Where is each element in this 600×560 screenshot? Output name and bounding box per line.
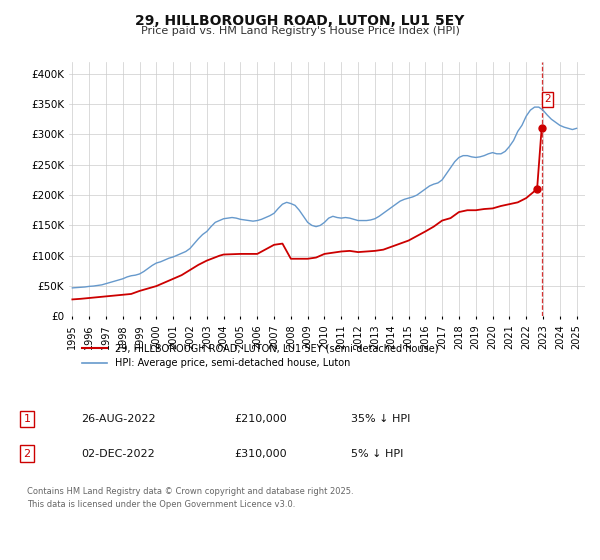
Text: £210,000: £210,000 bbox=[234, 414, 287, 424]
Text: 26-AUG-2022: 26-AUG-2022 bbox=[81, 414, 155, 424]
Text: 2: 2 bbox=[544, 94, 551, 104]
Text: 2: 2 bbox=[23, 449, 31, 459]
Legend: 29, HILLBOROUGH ROAD, LUTON, LU1 5EY (semi-detached house), HPI: Average price, : 29, HILLBOROUGH ROAD, LUTON, LU1 5EY (se… bbox=[77, 338, 443, 373]
Point bbox=[532, 185, 542, 194]
Text: Contains HM Land Registry data © Crown copyright and database right 2025.: Contains HM Land Registry data © Crown c… bbox=[27, 487, 353, 496]
Text: 5% ↓ HPI: 5% ↓ HPI bbox=[351, 449, 403, 459]
Text: 1: 1 bbox=[23, 414, 31, 424]
Point bbox=[537, 124, 547, 133]
Text: This data is licensed under the Open Government Licence v3.0.: This data is licensed under the Open Gov… bbox=[27, 500, 295, 508]
Text: £310,000: £310,000 bbox=[234, 449, 287, 459]
Text: 29, HILLBOROUGH ROAD, LUTON, LU1 5EY: 29, HILLBOROUGH ROAD, LUTON, LU1 5EY bbox=[136, 14, 464, 28]
Text: 02-DEC-2022: 02-DEC-2022 bbox=[81, 449, 155, 459]
Text: 35% ↓ HPI: 35% ↓ HPI bbox=[351, 414, 410, 424]
Text: Price paid vs. HM Land Registry's House Price Index (HPI): Price paid vs. HM Land Registry's House … bbox=[140, 26, 460, 36]
